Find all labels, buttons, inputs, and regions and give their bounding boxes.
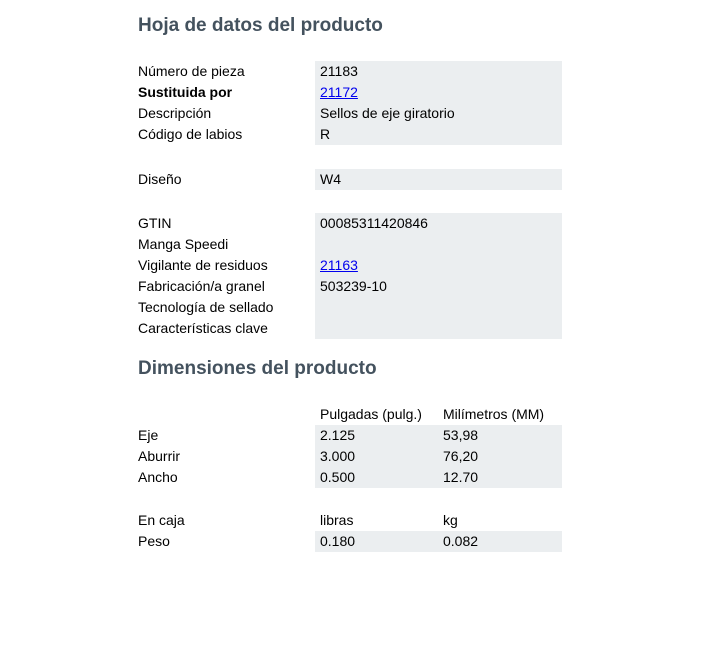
spec-value-description: Sellos de eje giratorio [315,103,562,124]
product-datasheet-page: Hoja de datos del producto Número de pie… [0,14,703,552]
packaging-label-weight: Peso [138,533,170,549]
spec-label-speedi-sleeve: Manga Speedi [138,236,229,252]
dimension-row-width: Ancho 0.500 12.70 [138,467,683,488]
waste-watcher-part-link[interactable]: 21163 [320,257,358,273]
spec-label-sealing-technology: Tecnología de sellado [138,299,274,315]
column-header-pounds: libras [320,512,354,528]
column-header-kg: kg [443,512,458,528]
spec-label-manufacturing-bulk: Fabricación/a granel [138,278,265,294]
superseded-part-link[interactable]: 21172 [320,84,358,100]
packaging-header-row: En caja libras kg [138,510,683,531]
spec-row-waste-watcher: Vigilante de residuos 21163 [138,255,683,276]
spec-label-design: Diseño [138,171,182,187]
spec-label-waste-watcher: Vigilante de residuos [138,257,268,273]
dimension-row-bore: Aburrir 3.000 76,20 [138,446,683,467]
spec-value-gtin: 00085311420846 [315,213,562,234]
column-header-inches: Pulgadas (pulg.) [320,406,422,422]
dimensions-table: Pulgadas (pulg.) Milímetros (MM) Eje 2.1… [138,404,683,488]
packaging-table: En caja libras kg Peso 0.180 0.082 [138,510,683,552]
packaging-weight-lb: 0.180 [320,533,356,549]
product-info-block: Número de pieza 21183 Sustituida por 211… [138,61,683,145]
spec-value-design: W4 [315,169,562,190]
spec-row-design: Diseño W4 [138,169,683,190]
spec-row-key-features: Características clave [138,318,683,339]
packaging-weight-kg: 0.082 [443,533,479,549]
spec-row-lip-code: Código de labios R [138,124,683,145]
spec-row-sealing-technology: Tecnología de sellado [138,297,683,318]
spec-label-superseded-by: Sustituida por [138,84,233,100]
spec-row-description: Descripción Sellos de eje giratorio [138,103,683,124]
spec-row-part-number: Número de pieza 21183 [138,61,683,82]
spec-label-description: Descripción [138,105,212,121]
dimension-shaft-inches: 2.125 [320,427,356,443]
spec-label-part-number: Número de pieza [138,63,245,79]
spec-row-superseded-by: Sustituida por 21172 [138,82,683,103]
dimension-bore-mm: 76,20 [443,448,479,464]
details-block: GTIN 00085311420846 Manga Speedi Vigilan… [138,213,683,339]
packaging-label: En caja [138,512,185,528]
packaging-row-weight: Peso 0.180 0.082 [138,531,683,552]
dimension-width-mm: 12.70 [443,469,479,485]
dimension-row-shaft: Eje 2.125 53,98 [138,425,683,446]
spec-value-waste-watcher: 21163 [315,255,562,276]
spec-value-part-number: 21183 [315,61,562,82]
spec-value-lip-code: R [315,124,562,145]
spec-value-manufacturing-bulk: 503239-10 [315,276,562,297]
dimension-label-shaft: Eje [138,427,159,443]
dimensions-title: Dimensiones del producto [138,358,377,379]
dimensions-header-row: Pulgadas (pulg.) Milímetros (MM) [138,404,683,425]
dimensions-header-spacer [138,404,315,425]
dimension-label-width: Ancho [138,469,178,485]
dimension-bore-inches: 3.000 [320,448,356,464]
spec-row-manufacturing-bulk: Fabricación/a granel 503239-10 [138,276,683,297]
spec-label-lip-code: Código de labios [138,126,243,142]
spec-row-gtin: GTIN 00085311420846 [138,213,683,234]
dimension-shaft-mm: 53,98 [443,427,479,443]
dimension-label-bore: Aburrir [138,448,181,464]
design-block: Diseño W4 [138,169,683,190]
spec-label-key-features: Características clave [138,320,268,336]
spec-value-superseded-by: 21172 [315,82,562,103]
column-header-millimeters: Milímetros (MM) [443,406,545,422]
dimension-width-inches: 0.500 [320,469,356,485]
spec-value-speedi-sleeve [315,234,562,255]
spec-label-gtin: GTIN [138,215,172,231]
spec-row-speedi-sleeve: Manga Speedi [138,234,683,255]
spec-value-key-features [315,318,562,339]
spec-value-sealing-technology [315,297,562,318]
page-title: Hoja de datos del producto [138,15,383,36]
